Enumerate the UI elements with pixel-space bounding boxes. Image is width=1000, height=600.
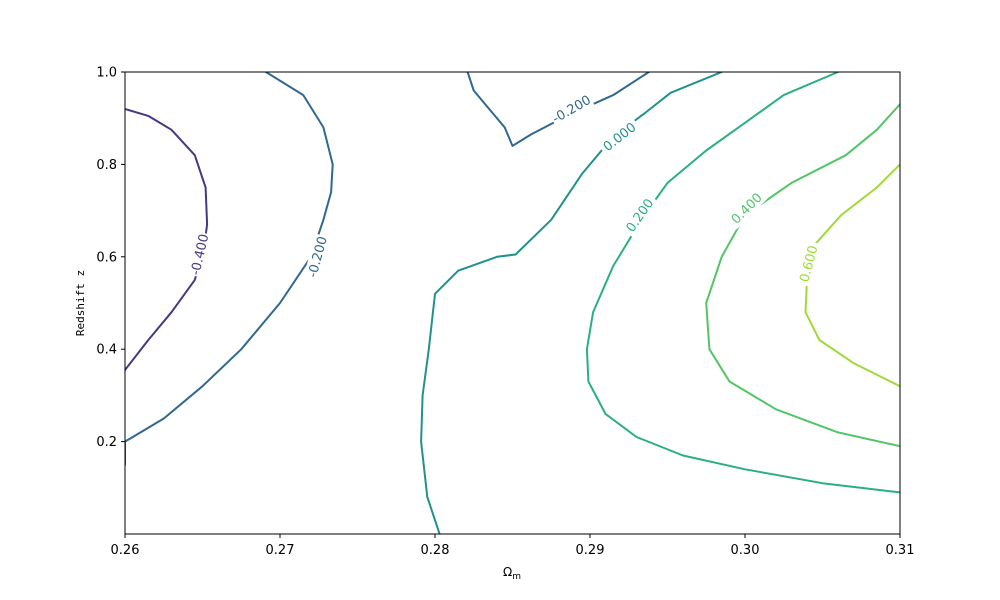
y-tick-label: 0.4 — [96, 343, 117, 358]
x-tick-label: 0.30 — [731, 543, 760, 558]
plot-frame — [124, 71, 901, 535]
y-tick-label: 1.0 — [96, 66, 117, 81]
x-tick-label: 0.28 — [421, 543, 450, 558]
contour-label-text: -0.200 — [550, 93, 594, 127]
contour-label-text: 0.000 — [601, 120, 640, 155]
x-tick-label: 0.26 — [111, 543, 140, 558]
y-axis-ticks: 0.2 0.4 0.6 0.8 1.0 — [96, 66, 125, 450]
contour-line — [585, 72, 900, 494]
contour-lines — [125, 72, 900, 534]
contour-line — [125, 108, 209, 371]
contour-label-gap — [620, 192, 659, 238]
contour-label: -0.200 — [548, 91, 595, 127]
contour-label-text: -0.400 — [188, 233, 212, 277]
contour-label-gap — [186, 231, 213, 278]
contour-label-gap — [795, 240, 822, 288]
x-tick-label: 0.31 — [886, 543, 915, 558]
contour-label: 0.200 — [620, 192, 659, 238]
x-axis-label: Ωm — [503, 565, 521, 582]
x-axis-ticks: 0.26 0.27 0.28 0.29 0.30 0.31 — [111, 534, 915, 558]
contour-label-text: 0.600 — [797, 244, 821, 284]
contour-line — [125, 72, 334, 466]
x-tick-label: 0.27 — [266, 543, 295, 558]
y-tick-label: 0.8 — [96, 158, 117, 173]
contour-label: -0.200 — [303, 233, 331, 281]
contour-line — [804, 163, 900, 388]
contour-label-text: 0.400 — [729, 191, 766, 228]
y-tick-label: 0.2 — [96, 435, 117, 450]
contour-line — [705, 103, 900, 448]
contour-label-gap — [597, 116, 642, 157]
contour-label: -0.400 — [186, 231, 213, 278]
contour-line — [420, 72, 723, 534]
x-tick-label: 0.29 — [576, 543, 605, 558]
contour-label-text: 0.200 — [624, 196, 658, 235]
contour-label: 0.000 — [597, 116, 642, 157]
contour-label-gap — [725, 187, 768, 230]
contour-label: 0.400 — [725, 187, 768, 230]
contour-label: 0.600 — [795, 240, 822, 288]
y-tick-label: 0.6 — [96, 250, 117, 265]
contour-label-gap — [548, 91, 595, 127]
contour-label-gap — [303, 233, 331, 281]
y-axis-label: Redshift z — [74, 270, 87, 336]
contour-line — [466, 72, 650, 147]
